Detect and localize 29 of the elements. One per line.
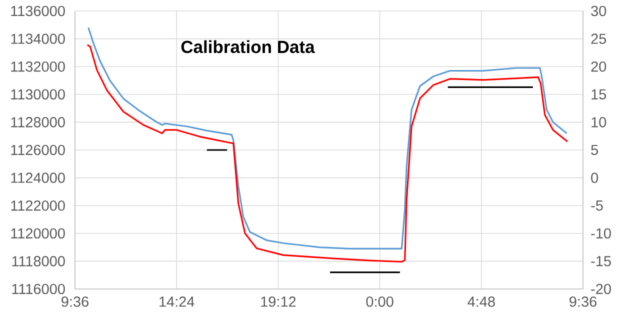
y-tick-label: 1136000 — [11, 6, 65, 16]
text: Calibration Data — [181, 40, 315, 54]
y-tick-label: 1126000 — [11, 144, 65, 156]
y2-tick-label: -5 — [591, 200, 603, 211]
y2-tick-label: -10 — [591, 228, 611, 239]
x-tick-label: 14:24 — [160, 296, 194, 307]
y-tick-label: 1130000 — [11, 89, 65, 100]
y2-tick-label: 20 — [591, 61, 606, 72]
x-tick-label: 0:00 — [366, 296, 394, 307]
x-tick-label: 19:12 — [261, 296, 296, 307]
y2-tick-label: -15 — [591, 256, 611, 266]
y2-tick-label: 10 — [592, 117, 606, 128]
y2-tick-label: 30 — [591, 6, 606, 16]
y-tick-label: 1132000 — [11, 61, 65, 72]
y-tick-label: 1120000 — [11, 228, 65, 239]
x-tick-label: 9:36 — [62, 296, 88, 307]
x-tick-label: 9:36 — [570, 296, 596, 307]
y2-tick-label: 15 — [592, 89, 606, 100]
y2-tick-label: 5 — [591, 144, 598, 156]
y2-tick-label: -20 — [591, 284, 611, 294]
y-tick-label: 1116000 — [12, 284, 65, 294]
y2-tick-label: 0 — [591, 172, 598, 183]
y-tick-label: 1134000 — [11, 34, 65, 44]
y-tick-label: 1128000 — [11, 117, 65, 128]
x-tick-label: 4:48 — [468, 296, 495, 307]
y-tick-label: 1124000 — [11, 172, 65, 183]
y-tick-label: 1118000 — [12, 256, 65, 266]
y2-tick-label: 25 — [591, 34, 606, 44]
y-tick-label: 1122000 — [11, 200, 65, 211]
